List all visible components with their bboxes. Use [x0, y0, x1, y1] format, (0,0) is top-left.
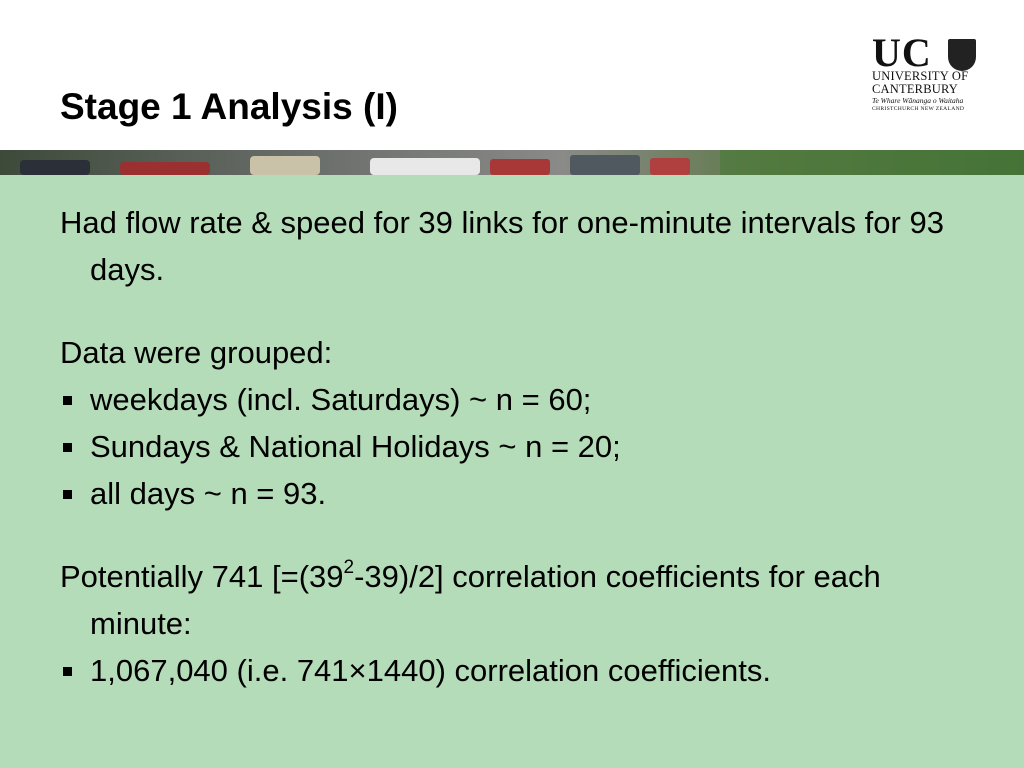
logo-motto: Te Whare Wānanga o Waitaha	[872, 96, 964, 105]
logo-place: CHRISTCHURCH NEW ZEALAND	[872, 106, 965, 112]
logo-line: UNIVERSITY OF	[872, 69, 969, 83]
logo-line: CANTERBURY	[872, 82, 959, 96]
grouping: Data were grouped: weekdays (incl. Satur…	[60, 329, 990, 517]
bullet-text: all days ~ n = 93.	[90, 476, 327, 511]
slide-title: Stage 1 Analysis (I)	[60, 86, 398, 127]
bullet: Sundays & National Holidays ~ n = 20;	[60, 423, 990, 470]
potential: Potentially 741 [=(392-39)/2] correlatio…	[60, 553, 990, 694]
header: Stage 1 Analysis (I) UC UNIVERSITY OF CA…	[0, 0, 1024, 150]
text: Potentially 741 [=(39	[60, 559, 344, 594]
paragraph: Data were grouped:	[60, 335, 333, 370]
bullet: all days ~ n = 93.	[60, 470, 990, 517]
text: -39)/2] correlation coefficients for eac…	[90, 559, 881, 641]
bullet-text: Sundays & National Holidays ~ n = 20;	[90, 429, 621, 464]
bullet: 1,067,040 (i.e. 741×1440) correlation co…	[60, 647, 990, 694]
logo-mark: UC	[872, 30, 932, 75]
bullet: weekdays (incl. Saturdays) ~ n = 60;	[60, 376, 990, 423]
logo: UC UNIVERSITY OF CANTERBURY Te Whare Wān…	[872, 30, 984, 113]
photo-strip	[0, 150, 1024, 175]
intro: Had flow rate & speed for 39 links for o…	[60, 199, 990, 293]
superscript: 2	[343, 556, 355, 578]
bullet-text: weekdays (incl. Saturdays) ~ n = 60;	[90, 382, 592, 417]
paragraph: Potentially 741 [=(392-39)/2] correlatio…	[60, 553, 990, 647]
paragraph: Had flow rate & speed for 39 links for o…	[60, 205, 944, 287]
logo-crest	[948, 39, 976, 71]
bullet-text: 1,067,040 (i.e. 741×1440) correlation co…	[90, 653, 772, 688]
